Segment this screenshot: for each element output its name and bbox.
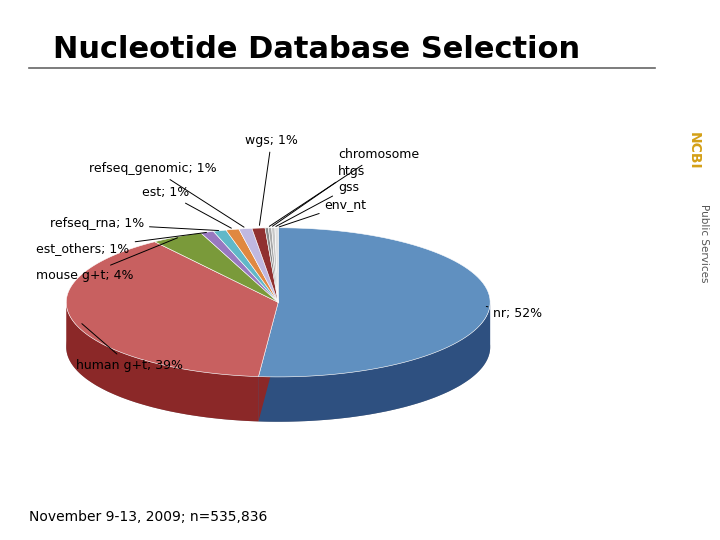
Text: refseq_rna; 1%: refseq_rna; 1%: [50, 218, 219, 231]
Polygon shape: [155, 233, 278, 302]
Polygon shape: [66, 242, 278, 376]
Polygon shape: [258, 228, 490, 377]
Polygon shape: [66, 303, 258, 421]
Text: Public Services: Public Services: [699, 204, 709, 282]
Polygon shape: [275, 228, 278, 302]
Polygon shape: [258, 303, 490, 422]
Text: chromosome: chromosome: [269, 148, 419, 226]
Text: gss: gss: [276, 181, 359, 226]
Text: est_others; 1%: est_others; 1%: [37, 232, 207, 255]
Polygon shape: [213, 230, 278, 302]
Text: nr; 52%: nr; 52%: [486, 306, 543, 320]
Ellipse shape: [66, 273, 490, 422]
Polygon shape: [226, 229, 278, 302]
Text: November 9-13, 2009; n=535,836: November 9-13, 2009; n=535,836: [29, 510, 267, 524]
Polygon shape: [252, 228, 278, 302]
Text: est; 1%: est; 1%: [143, 186, 231, 228]
Text: mouse g+t; 4%: mouse g+t; 4%: [37, 238, 177, 282]
Text: refseq_genomic; 1%: refseq_genomic; 1%: [89, 163, 244, 227]
Polygon shape: [239, 228, 278, 302]
Text: human g+t; 39%: human g+t; 39%: [76, 323, 183, 372]
Polygon shape: [201, 231, 278, 302]
Text: env_nt: env_nt: [279, 198, 366, 227]
Polygon shape: [258, 302, 278, 421]
Text: NCBI: NCBI: [686, 132, 701, 170]
Text: htgs: htgs: [272, 165, 365, 226]
Text: wgs; 1%: wgs; 1%: [245, 133, 298, 225]
Polygon shape: [265, 228, 278, 302]
Text: Nucleotide Database Selection: Nucleotide Database Selection: [53, 35, 580, 64]
Polygon shape: [269, 228, 278, 302]
Polygon shape: [258, 302, 278, 421]
Polygon shape: [271, 228, 278, 302]
